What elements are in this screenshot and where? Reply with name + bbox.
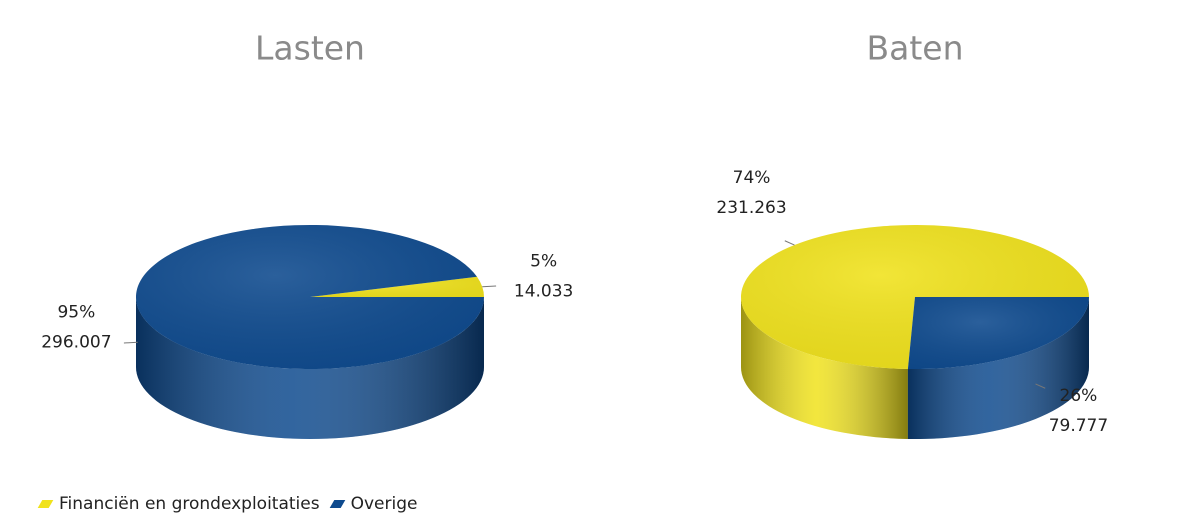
percent-label: 5% <box>530 252 557 272</box>
leader-line <box>123 341 138 344</box>
chart-title: Baten <box>866 29 963 68</box>
value-label: 14.033 <box>514 282 573 302</box>
legend-label: Financiën en grondexploitaties <box>59 494 320 514</box>
value-label: 79.777 <box>1049 416 1108 436</box>
pie-side-shade <box>907 297 1089 439</box>
pie-labels: 74% 231.263 26% 79.777 <box>716 168 1108 436</box>
pie-slice-shade <box>741 225 1089 369</box>
pie-slice-shade <box>907 297 1089 370</box>
value-label: 296.007 <box>41 332 111 352</box>
pie-labels: 5% 14.033 95% 296.007 <box>41 252 573 353</box>
pie-sides <box>741 297 1089 439</box>
pie-side-shade <box>741 297 908 439</box>
pie-slice-shade <box>136 225 485 370</box>
leader-line <box>784 240 795 246</box>
legend-label: Overige <box>350 494 418 514</box>
chart-title: Lasten <box>255 29 365 68</box>
pie-slice-shade <box>310 276 484 297</box>
pie-tops <box>136 225 485 370</box>
legend-item: Financiën en grondexploitaties <box>37 494 320 514</box>
pie-tops <box>741 225 1089 370</box>
pie-sides <box>136 297 484 439</box>
leader-line <box>482 285 497 288</box>
legend-swatch <box>329 500 345 508</box>
value-label: 231.263 <box>716 198 786 218</box>
percent-label: 26% <box>1060 386 1098 406</box>
percent-label: 74% <box>733 168 771 188</box>
legend-item: Overige <box>329 494 418 514</box>
percent-label: 95% <box>57 302 95 322</box>
charts: Lasten 5% 14.033 95% 296.007 Baten 74% 231.263 2… <box>41 29 1108 439</box>
legend: Financiën en grondexploitaties Overige <box>37 494 429 514</box>
pie-side-shade <box>136 297 484 439</box>
legend-swatch <box>37 500 54 508</box>
leader-line <box>1035 383 1046 389</box>
